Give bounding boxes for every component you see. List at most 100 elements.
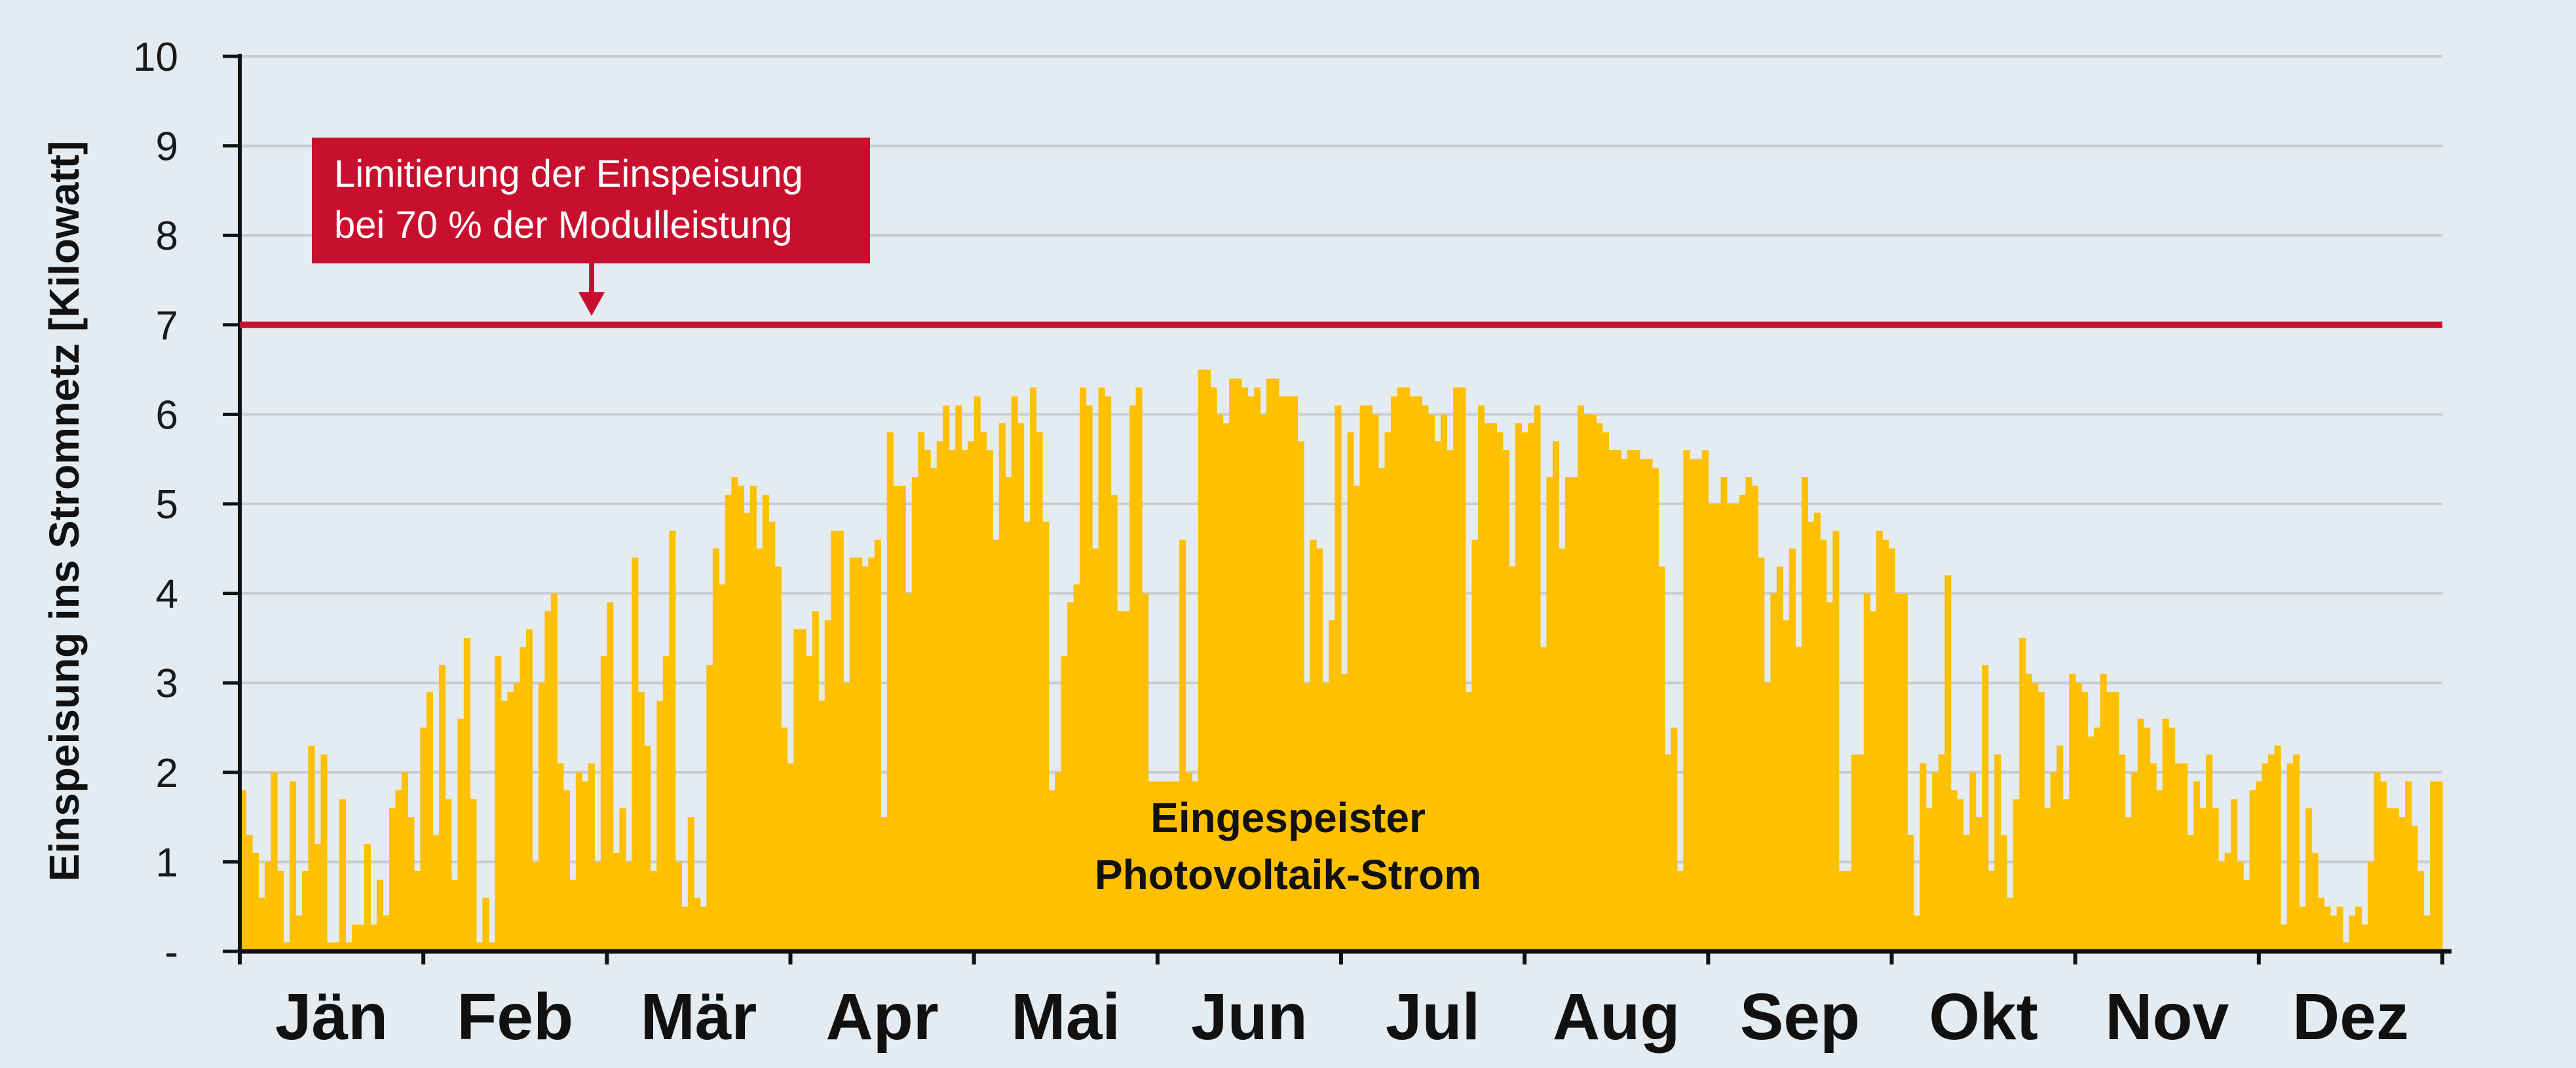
bar (1347, 432, 1354, 951)
bar (2156, 790, 2163, 951)
bar (2144, 727, 2151, 951)
bar (1509, 566, 1516, 951)
bar (2081, 691, 2089, 951)
bar (345, 942, 352, 951)
bar (1459, 387, 1466, 951)
bar (289, 781, 297, 951)
bar (1901, 593, 1908, 951)
bar (719, 584, 726, 951)
bar (1863, 593, 1870, 951)
bar (1813, 512, 1821, 951)
bar (662, 656, 670, 951)
bar (1365, 405, 1373, 951)
bar (974, 396, 981, 951)
bar (1353, 486, 1361, 951)
bar (2305, 808, 2313, 951)
bar (607, 602, 614, 951)
bar (1415, 396, 1423, 951)
bar (1048, 790, 1055, 951)
bar (681, 906, 689, 951)
bar (264, 862, 272, 951)
bar (1776, 566, 1783, 951)
bar (1527, 423, 1535, 951)
y-tick-label: 7 (156, 303, 178, 349)
bar (1110, 495, 1118, 951)
bar (1086, 405, 1093, 951)
bar (737, 486, 744, 951)
bar (2193, 781, 2201, 951)
bar (525, 629, 533, 951)
bar (1733, 504, 1740, 951)
bar (1957, 799, 1964, 951)
bar (1913, 915, 1920, 951)
bar (420, 727, 427, 951)
bar (1222, 423, 1230, 951)
bar (1279, 396, 1286, 951)
bar (432, 835, 440, 951)
bar (669, 530, 676, 951)
bar (1440, 414, 1448, 951)
bar (2423, 915, 2431, 951)
series-label-line-1: Eingespeister (1150, 794, 1426, 841)
bar (520, 647, 527, 951)
bar (1851, 754, 1858, 951)
bar (1826, 602, 1833, 951)
bar (899, 486, 906, 951)
bar (1241, 387, 1249, 951)
bar (2019, 638, 2026, 951)
bar (2050, 772, 2057, 951)
bar (1515, 423, 1523, 951)
bar (793, 629, 801, 951)
bar (1023, 522, 1031, 951)
bar (395, 790, 402, 951)
bar (1726, 504, 1733, 951)
bar (1154, 781, 1162, 951)
bar (2131, 772, 2138, 951)
bar (314, 844, 322, 951)
bar (725, 495, 732, 951)
bar (2336, 906, 2343, 951)
bar (849, 557, 856, 951)
bar (1944, 575, 1952, 951)
bar (438, 664, 446, 951)
bar (1341, 674, 1348, 951)
bar (2393, 808, 2400, 951)
bar (1994, 754, 2001, 951)
bar (1030, 387, 1037, 951)
bar (886, 432, 894, 951)
bar (482, 898, 489, 951)
bar (1092, 548, 1099, 951)
bar (1838, 871, 1846, 951)
bar (308, 745, 315, 951)
bar (2069, 674, 2076, 951)
bar (968, 441, 975, 951)
bar (2112, 691, 2119, 951)
bar (1235, 378, 1242, 951)
x-tick-label: Jän (275, 980, 388, 1054)
bar (936, 441, 943, 951)
bar (2224, 852, 2231, 951)
bar (1316, 548, 1323, 951)
bar (893, 486, 900, 951)
bar (2436, 781, 2443, 951)
bar (1247, 396, 1255, 951)
bar (358, 925, 365, 951)
bar (2330, 915, 2338, 951)
bar (295, 915, 303, 951)
bar (457, 718, 464, 951)
bar (301, 871, 309, 951)
bar (1770, 593, 1777, 951)
y-tick-label: 1 (156, 840, 178, 885)
bar (949, 450, 956, 951)
bar (1925, 808, 1933, 951)
bar (1011, 396, 1018, 951)
bar (276, 871, 284, 951)
bar (501, 700, 508, 951)
bar (1969, 772, 1977, 951)
bar (694, 898, 701, 951)
bar (1745, 477, 1752, 951)
bar (2075, 683, 2082, 951)
bar (1683, 450, 1690, 951)
bar (1577, 405, 1584, 951)
bar (2119, 754, 2126, 951)
